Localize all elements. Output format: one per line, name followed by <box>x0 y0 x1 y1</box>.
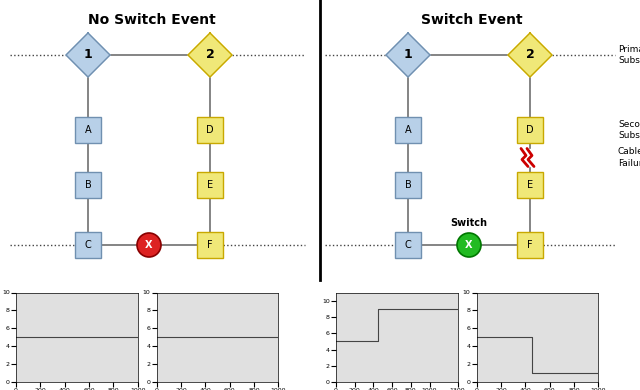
Text: 2: 2 <box>205 48 214 62</box>
Circle shape <box>137 233 161 257</box>
Text: E: E <box>527 180 533 190</box>
Polygon shape <box>197 172 223 198</box>
Text: D: D <box>206 125 214 135</box>
Polygon shape <box>66 33 110 77</box>
Text: Cable
Failure: Cable Failure <box>618 147 640 168</box>
Polygon shape <box>197 117 223 143</box>
Text: 1: 1 <box>84 48 92 62</box>
Text: A: A <box>404 125 412 135</box>
Text: Switch Event: Switch Event <box>421 13 523 27</box>
Text: B: B <box>404 180 412 190</box>
Polygon shape <box>517 172 543 198</box>
Text: No Switch Event: No Switch Event <box>88 13 216 27</box>
Polygon shape <box>395 172 421 198</box>
Text: Primary
Substations: Primary Substations <box>618 45 640 65</box>
Text: C: C <box>84 240 92 250</box>
Polygon shape <box>517 117 543 143</box>
Text: F: F <box>527 240 533 250</box>
Polygon shape <box>75 172 101 198</box>
Polygon shape <box>75 232 101 258</box>
Polygon shape <box>508 33 552 77</box>
Text: Secondary
Substations: Secondary Substations <box>618 120 640 140</box>
Text: Switch: Switch <box>451 218 488 228</box>
Polygon shape <box>395 232 421 258</box>
Text: 1: 1 <box>404 48 412 62</box>
Text: E: E <box>207 180 213 190</box>
Polygon shape <box>517 232 543 258</box>
Polygon shape <box>197 232 223 258</box>
Polygon shape <box>386 33 430 77</box>
Text: A: A <box>84 125 92 135</box>
Text: 2: 2 <box>525 48 534 62</box>
Polygon shape <box>188 33 232 77</box>
Text: C: C <box>404 240 412 250</box>
Polygon shape <box>75 117 101 143</box>
Polygon shape <box>395 117 421 143</box>
Text: B: B <box>84 180 92 190</box>
Text: X: X <box>465 240 473 250</box>
Text: D: D <box>526 125 534 135</box>
Circle shape <box>457 233 481 257</box>
Text: X: X <box>145 240 153 250</box>
Text: F: F <box>207 240 213 250</box>
